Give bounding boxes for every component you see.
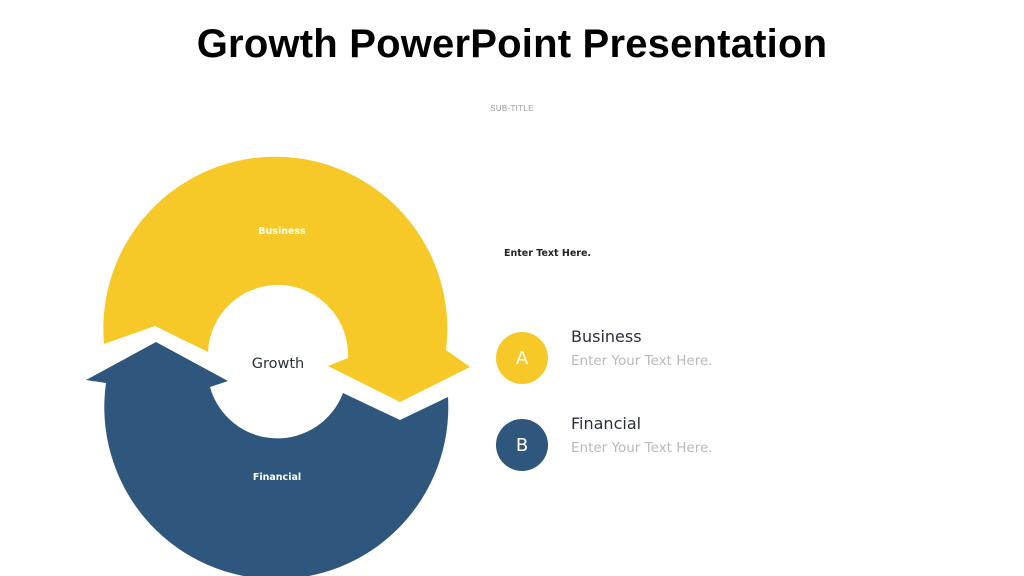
slide-subtitle: SUB-TITLE (490, 104, 534, 113)
legend-item-financial: B Financial Enter Your Text Here. (496, 414, 796, 473)
intro-text: Enter Text Here. (504, 248, 591, 259)
business-segment (103, 156, 471, 402)
legend-description-business: Enter Your Text Here. (571, 353, 713, 369)
badge-a: A (496, 332, 548, 384)
legend-title-financial: Financial (571, 414, 642, 433)
financial-segment (86, 342, 449, 576)
financial-segment-label: Financial (253, 472, 301, 483)
legend-title-business: Business (571, 327, 642, 346)
business-segment-label: Business (258, 226, 306, 237)
slide-title: Growth PowerPoint Presentation (196, 22, 828, 66)
badge-b: B (496, 419, 548, 471)
legend-description-financial: Enter Your Text Here. (571, 440, 713, 456)
legend-item-business: A Business Enter Your Text Here. (496, 327, 796, 386)
center-label: Growth (252, 356, 305, 372)
